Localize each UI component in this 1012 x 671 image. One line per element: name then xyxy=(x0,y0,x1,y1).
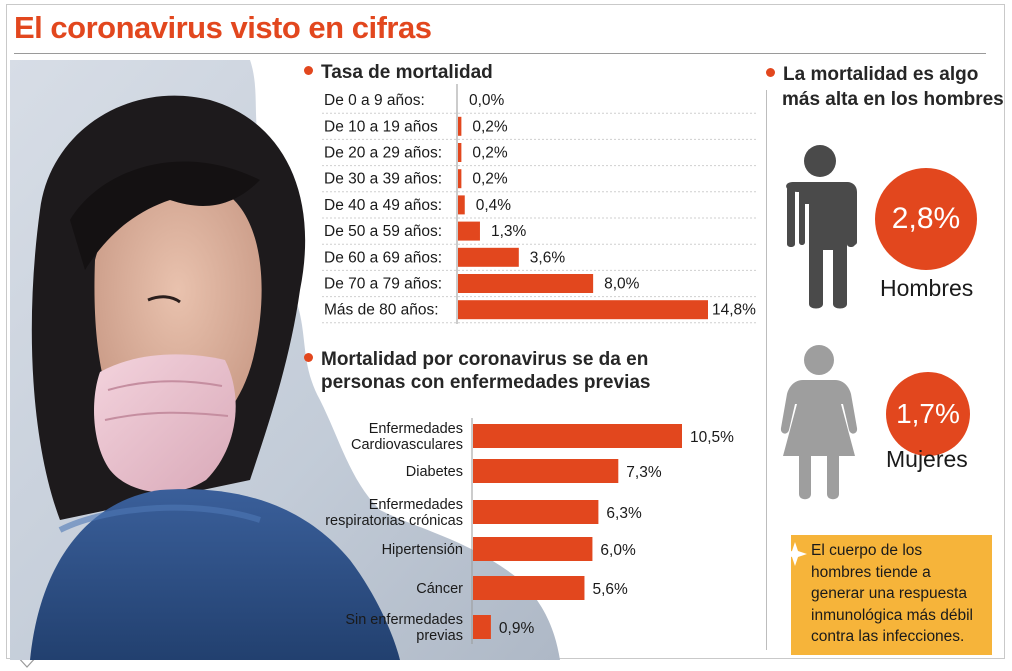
disease-value-label: 5,6% xyxy=(592,581,628,598)
age-bar xyxy=(458,169,462,189)
note-line: inmunológica más débil xyxy=(811,606,973,624)
age-value-label: 8,0% xyxy=(604,276,640,293)
disease-category-label: Diabetes xyxy=(406,464,463,480)
age-category-label: De 0 a 9 años: xyxy=(324,92,425,109)
male-person-icon xyxy=(786,145,857,309)
age-category-label: De 50 a 59 años: xyxy=(324,223,442,240)
note-line: El cuerpo de los xyxy=(811,542,923,559)
disease-value-label: 6,0% xyxy=(600,542,636,559)
age-value-label: 0,4% xyxy=(476,197,512,214)
age-bar xyxy=(458,143,462,162)
note-line: generar una respuesta xyxy=(811,585,967,602)
age-bar xyxy=(458,247,519,267)
disease-bar xyxy=(473,615,491,639)
age-section-title: Tasa de mortalidad xyxy=(304,61,493,84)
age-value-label: 0,0% xyxy=(469,92,505,109)
disease-section-title: Mortalidad por coronavirus se da en pers… xyxy=(304,348,650,394)
men-label: Hombres xyxy=(880,275,974,301)
age-category-label: De 40 a 49 años: xyxy=(324,197,442,214)
star-icon xyxy=(783,542,807,566)
disease-bar xyxy=(473,459,619,483)
column-divider xyxy=(766,90,767,650)
age-bar xyxy=(458,116,462,136)
age-category-label: De 20 a 29 años: xyxy=(324,145,442,162)
disease-value-label: 6,3% xyxy=(606,505,642,522)
women-value-badge: 1,7% xyxy=(886,372,970,456)
note-line: hombres tiende a xyxy=(811,563,931,581)
gender-section-title: La mortalidad es algo más alta en los ho… xyxy=(766,62,1004,112)
disease-category-label: Enfermedades xyxy=(369,497,463,513)
disease-bar xyxy=(473,576,585,600)
age-bar xyxy=(458,221,480,241)
age-bar xyxy=(458,274,594,293)
note-box: El cuerpo de los hombres tiende a genera… xyxy=(783,535,992,655)
disease-category-label: Cáncer xyxy=(416,581,463,597)
disease-category-label: Cardiovasculares xyxy=(351,437,463,453)
disease-category-label: Hipertensión xyxy=(382,542,463,558)
age-value-label: 0,2% xyxy=(472,118,508,135)
age-category-label: De 10 a 19 años xyxy=(324,118,438,135)
disease-value-label: 0,9% xyxy=(499,620,535,637)
women-label: Mujeres xyxy=(886,446,968,472)
disease-bar xyxy=(473,500,599,524)
bullet-dot xyxy=(304,66,313,75)
bullet-dot xyxy=(304,353,313,362)
disease-category-label: respiratorias crónicas xyxy=(325,513,463,529)
disease-value-label: 7,3% xyxy=(626,464,662,481)
disease-category-label: Enfermedades xyxy=(369,421,463,437)
woman-with-mask-photo xyxy=(10,60,560,660)
disease-value-label: 10,5% xyxy=(690,429,734,446)
age-bar xyxy=(458,195,465,215)
age-value-label: 3,6% xyxy=(530,249,566,266)
age-category-label: De 70 a 79 años: xyxy=(324,276,442,293)
disease-bar xyxy=(473,537,593,561)
age-value-label: 0,2% xyxy=(472,145,508,162)
age-mortality-svg: De 0 a 9 años: 0,0% De 10 a 19 años 0,2% De … xyxy=(322,84,756,324)
age-category-label: De 30 a 39 años: xyxy=(324,171,442,188)
bullet-dot xyxy=(766,68,775,77)
note-line: contra las infecciones. xyxy=(811,628,965,645)
disease-category-label: previas xyxy=(416,628,463,644)
disease-category-label: Sin enfermedades xyxy=(345,612,463,628)
age-value-label: 1,3% xyxy=(491,223,527,240)
age-category-label: Más de 80 años: xyxy=(324,302,439,319)
men-value-badge: 2,8% xyxy=(875,168,977,270)
female-person-icon xyxy=(780,345,858,500)
age-category-label: De 60 a 69 años: xyxy=(324,249,442,266)
disease-bar xyxy=(473,424,682,448)
main-title: El coronavirus visto en cifras xyxy=(14,10,432,45)
title-rule xyxy=(14,53,986,54)
age-value-label: 14,8% xyxy=(712,302,756,319)
age-value-label: 0,2% xyxy=(472,171,508,188)
age-bar xyxy=(458,300,708,320)
